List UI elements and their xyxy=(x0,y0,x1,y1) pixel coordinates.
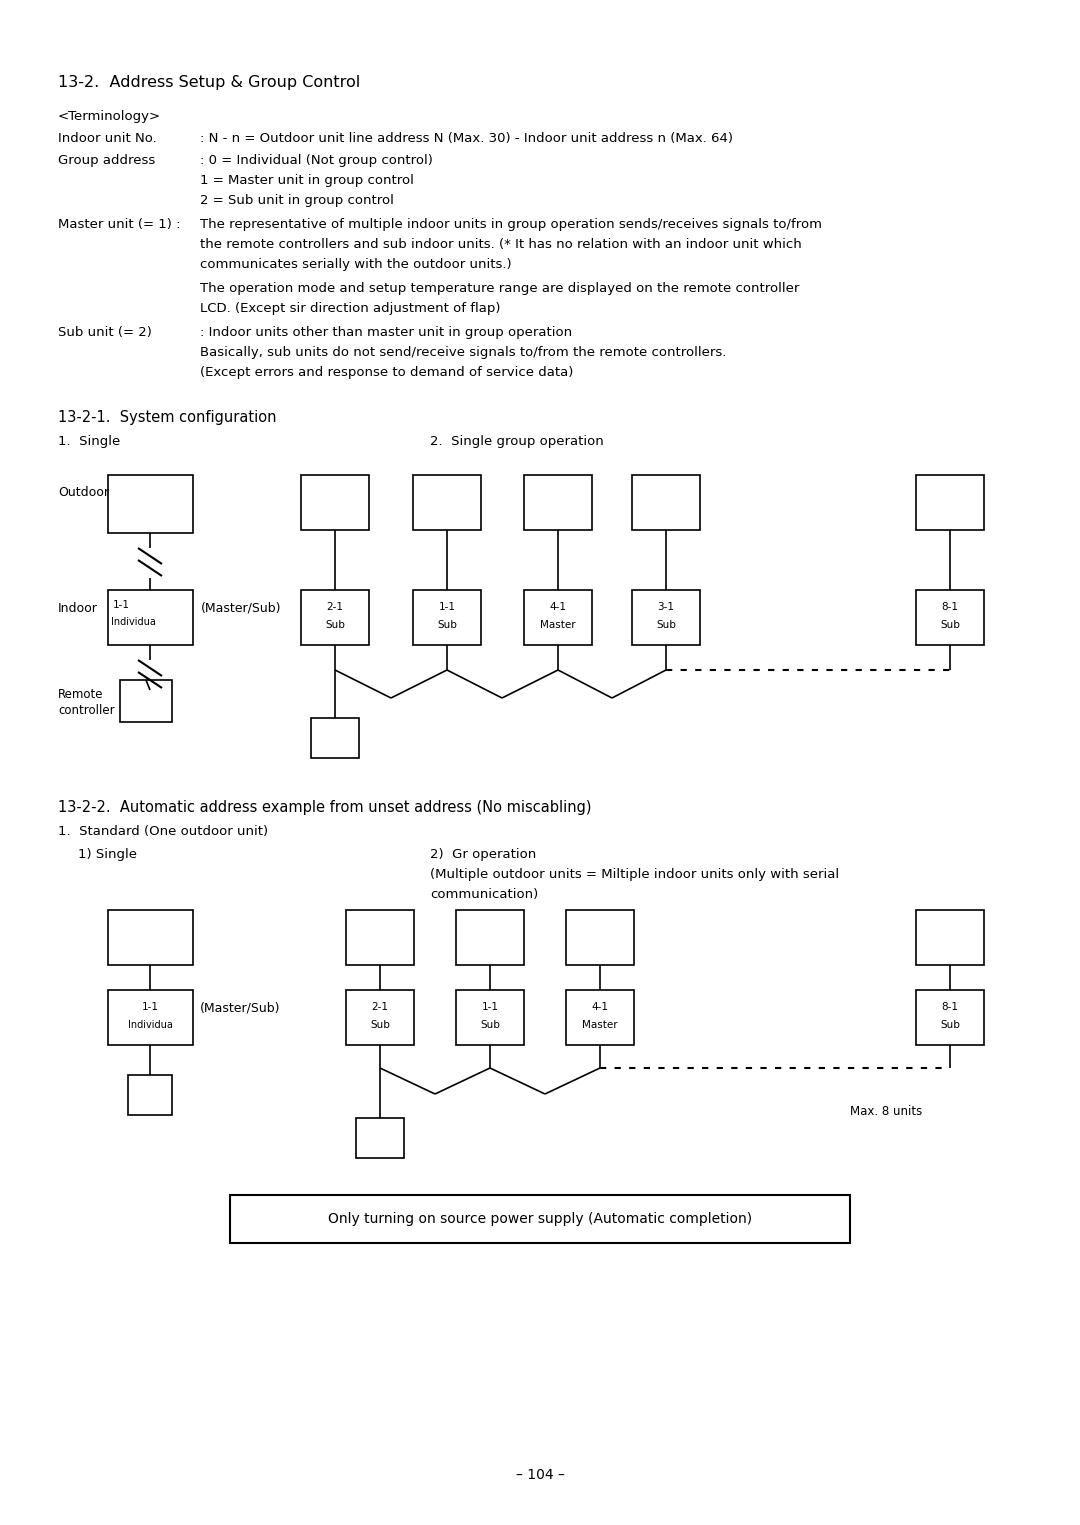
Bar xyxy=(916,474,984,531)
Text: Group address: Group address xyxy=(58,154,156,168)
Text: 13-2-1.  System configuration: 13-2-1. System configuration xyxy=(58,410,276,425)
Bar xyxy=(346,990,414,1045)
Text: Sub: Sub xyxy=(325,621,345,630)
Text: Indoor unit No.: Indoor unit No. xyxy=(58,133,157,145)
Text: 4-1: 4-1 xyxy=(550,602,567,612)
Text: Sub: Sub xyxy=(656,621,676,630)
Text: Sub: Sub xyxy=(940,621,960,630)
Bar xyxy=(301,474,369,531)
Text: Master unit (= 1) :: Master unit (= 1) : xyxy=(58,218,180,230)
Bar xyxy=(108,910,193,965)
Text: Remote: Remote xyxy=(58,688,104,702)
Bar xyxy=(413,590,481,645)
Text: 1 = Master unit in group control: 1 = Master unit in group control xyxy=(200,174,414,188)
Bar xyxy=(230,1196,850,1243)
Text: the remote controllers and sub indoor units. (* It has no relation with an indoo: the remote controllers and sub indoor un… xyxy=(200,238,801,252)
Text: Only turning on source power supply (Automatic completion): Only turning on source power supply (Aut… xyxy=(328,1212,752,1226)
Text: 1-1: 1-1 xyxy=(438,602,456,612)
Text: (Master/Sub): (Master/Sub) xyxy=(200,1002,281,1014)
Bar xyxy=(916,990,984,1045)
Bar xyxy=(108,474,193,534)
Bar xyxy=(916,910,984,965)
Bar xyxy=(566,910,634,965)
Text: Sub: Sub xyxy=(437,621,457,630)
Text: Outdoor: Outdoor xyxy=(58,486,109,500)
Bar xyxy=(566,990,634,1045)
Text: communication): communication) xyxy=(430,888,538,901)
Text: Basically, sub units do not send/receive signals to/from the remote controllers.: Basically, sub units do not send/receive… xyxy=(200,346,727,358)
Bar xyxy=(346,910,414,965)
Text: 13-2.  Address Setup & Group Control: 13-2. Address Setup & Group Control xyxy=(58,75,361,90)
Bar xyxy=(356,1118,404,1157)
Text: Indoor: Indoor xyxy=(58,601,98,615)
Text: Sub: Sub xyxy=(370,1020,390,1029)
Text: : N - n = Outdoor unit line address N (Max. 30) - Indoor unit address n (Max. 64: : N - n = Outdoor unit line address N (M… xyxy=(200,133,733,145)
Text: The operation mode and setup temperature range are displayed on the remote contr: The operation mode and setup temperature… xyxy=(200,282,799,294)
Bar xyxy=(632,474,700,531)
Text: Individua: Individua xyxy=(111,618,156,627)
Text: LCD. (Except sir direction adjustment of flap): LCD. (Except sir direction adjustment of… xyxy=(200,302,500,316)
Text: 3-1: 3-1 xyxy=(658,602,675,612)
Text: : 0 = Individual (Not group control): : 0 = Individual (Not group control) xyxy=(200,154,433,168)
Text: The representative of multiple indoor units in group operation sends/receives si: The representative of multiple indoor un… xyxy=(200,218,822,230)
Bar xyxy=(120,680,172,721)
Text: controller: controller xyxy=(58,705,114,717)
Bar xyxy=(524,474,592,531)
Text: – 104 –: – 104 – xyxy=(515,1469,565,1482)
Text: Master: Master xyxy=(582,1020,618,1029)
Bar xyxy=(456,990,524,1045)
Text: (Master/Sub): (Master/Sub) xyxy=(201,601,282,615)
Text: <Terminology>: <Terminology> xyxy=(58,110,161,124)
Text: 1.  Standard (One outdoor unit): 1. Standard (One outdoor unit) xyxy=(58,825,268,839)
Text: Master: Master xyxy=(540,621,576,630)
Text: 1) Single: 1) Single xyxy=(78,848,137,862)
Text: : Indoor units other than master unit in group operation: : Indoor units other than master unit in… xyxy=(200,326,572,339)
Bar xyxy=(456,910,524,965)
Text: 2-1: 2-1 xyxy=(326,602,343,612)
Text: 4-1: 4-1 xyxy=(592,1002,608,1013)
Text: Individua: Individua xyxy=(127,1020,173,1029)
Text: 2.  Single group operation: 2. Single group operation xyxy=(430,435,604,448)
Text: 1-1: 1-1 xyxy=(482,1002,499,1013)
Bar xyxy=(108,590,193,645)
Text: Sub: Sub xyxy=(940,1020,960,1029)
Text: 8-1: 8-1 xyxy=(942,602,959,612)
Text: Sub unit (= 2): Sub unit (= 2) xyxy=(58,326,152,339)
Text: 2-1: 2-1 xyxy=(372,1002,389,1013)
Text: Max. 8 units: Max. 8 units xyxy=(850,1106,922,1118)
Text: 2)  Gr operation: 2) Gr operation xyxy=(430,848,537,862)
Bar xyxy=(413,474,481,531)
Bar xyxy=(916,590,984,645)
Bar xyxy=(524,590,592,645)
Bar xyxy=(632,590,700,645)
Bar xyxy=(129,1075,172,1115)
Bar xyxy=(301,590,369,645)
Text: 13-2-2.  Automatic address example from unset address (No miscabling): 13-2-2. Automatic address example from u… xyxy=(58,801,592,814)
Bar xyxy=(108,990,193,1045)
Text: 1.  Single: 1. Single xyxy=(58,435,120,448)
Text: 1-1: 1-1 xyxy=(113,599,130,610)
Text: Sub: Sub xyxy=(481,1020,500,1029)
Text: 8-1: 8-1 xyxy=(942,1002,959,1013)
Text: (Multiple outdoor units = Miltiple indoor units only with serial: (Multiple outdoor units = Miltiple indoo… xyxy=(430,868,839,881)
Text: (Except errors and response to demand of service data): (Except errors and response to demand of… xyxy=(200,366,573,380)
Text: communicates serially with the outdoor units.): communicates serially with the outdoor u… xyxy=(200,258,512,271)
Bar xyxy=(311,718,359,758)
Text: 1-1: 1-1 xyxy=(141,1002,159,1013)
Text: 2 = Sub unit in group control: 2 = Sub unit in group control xyxy=(200,194,394,207)
